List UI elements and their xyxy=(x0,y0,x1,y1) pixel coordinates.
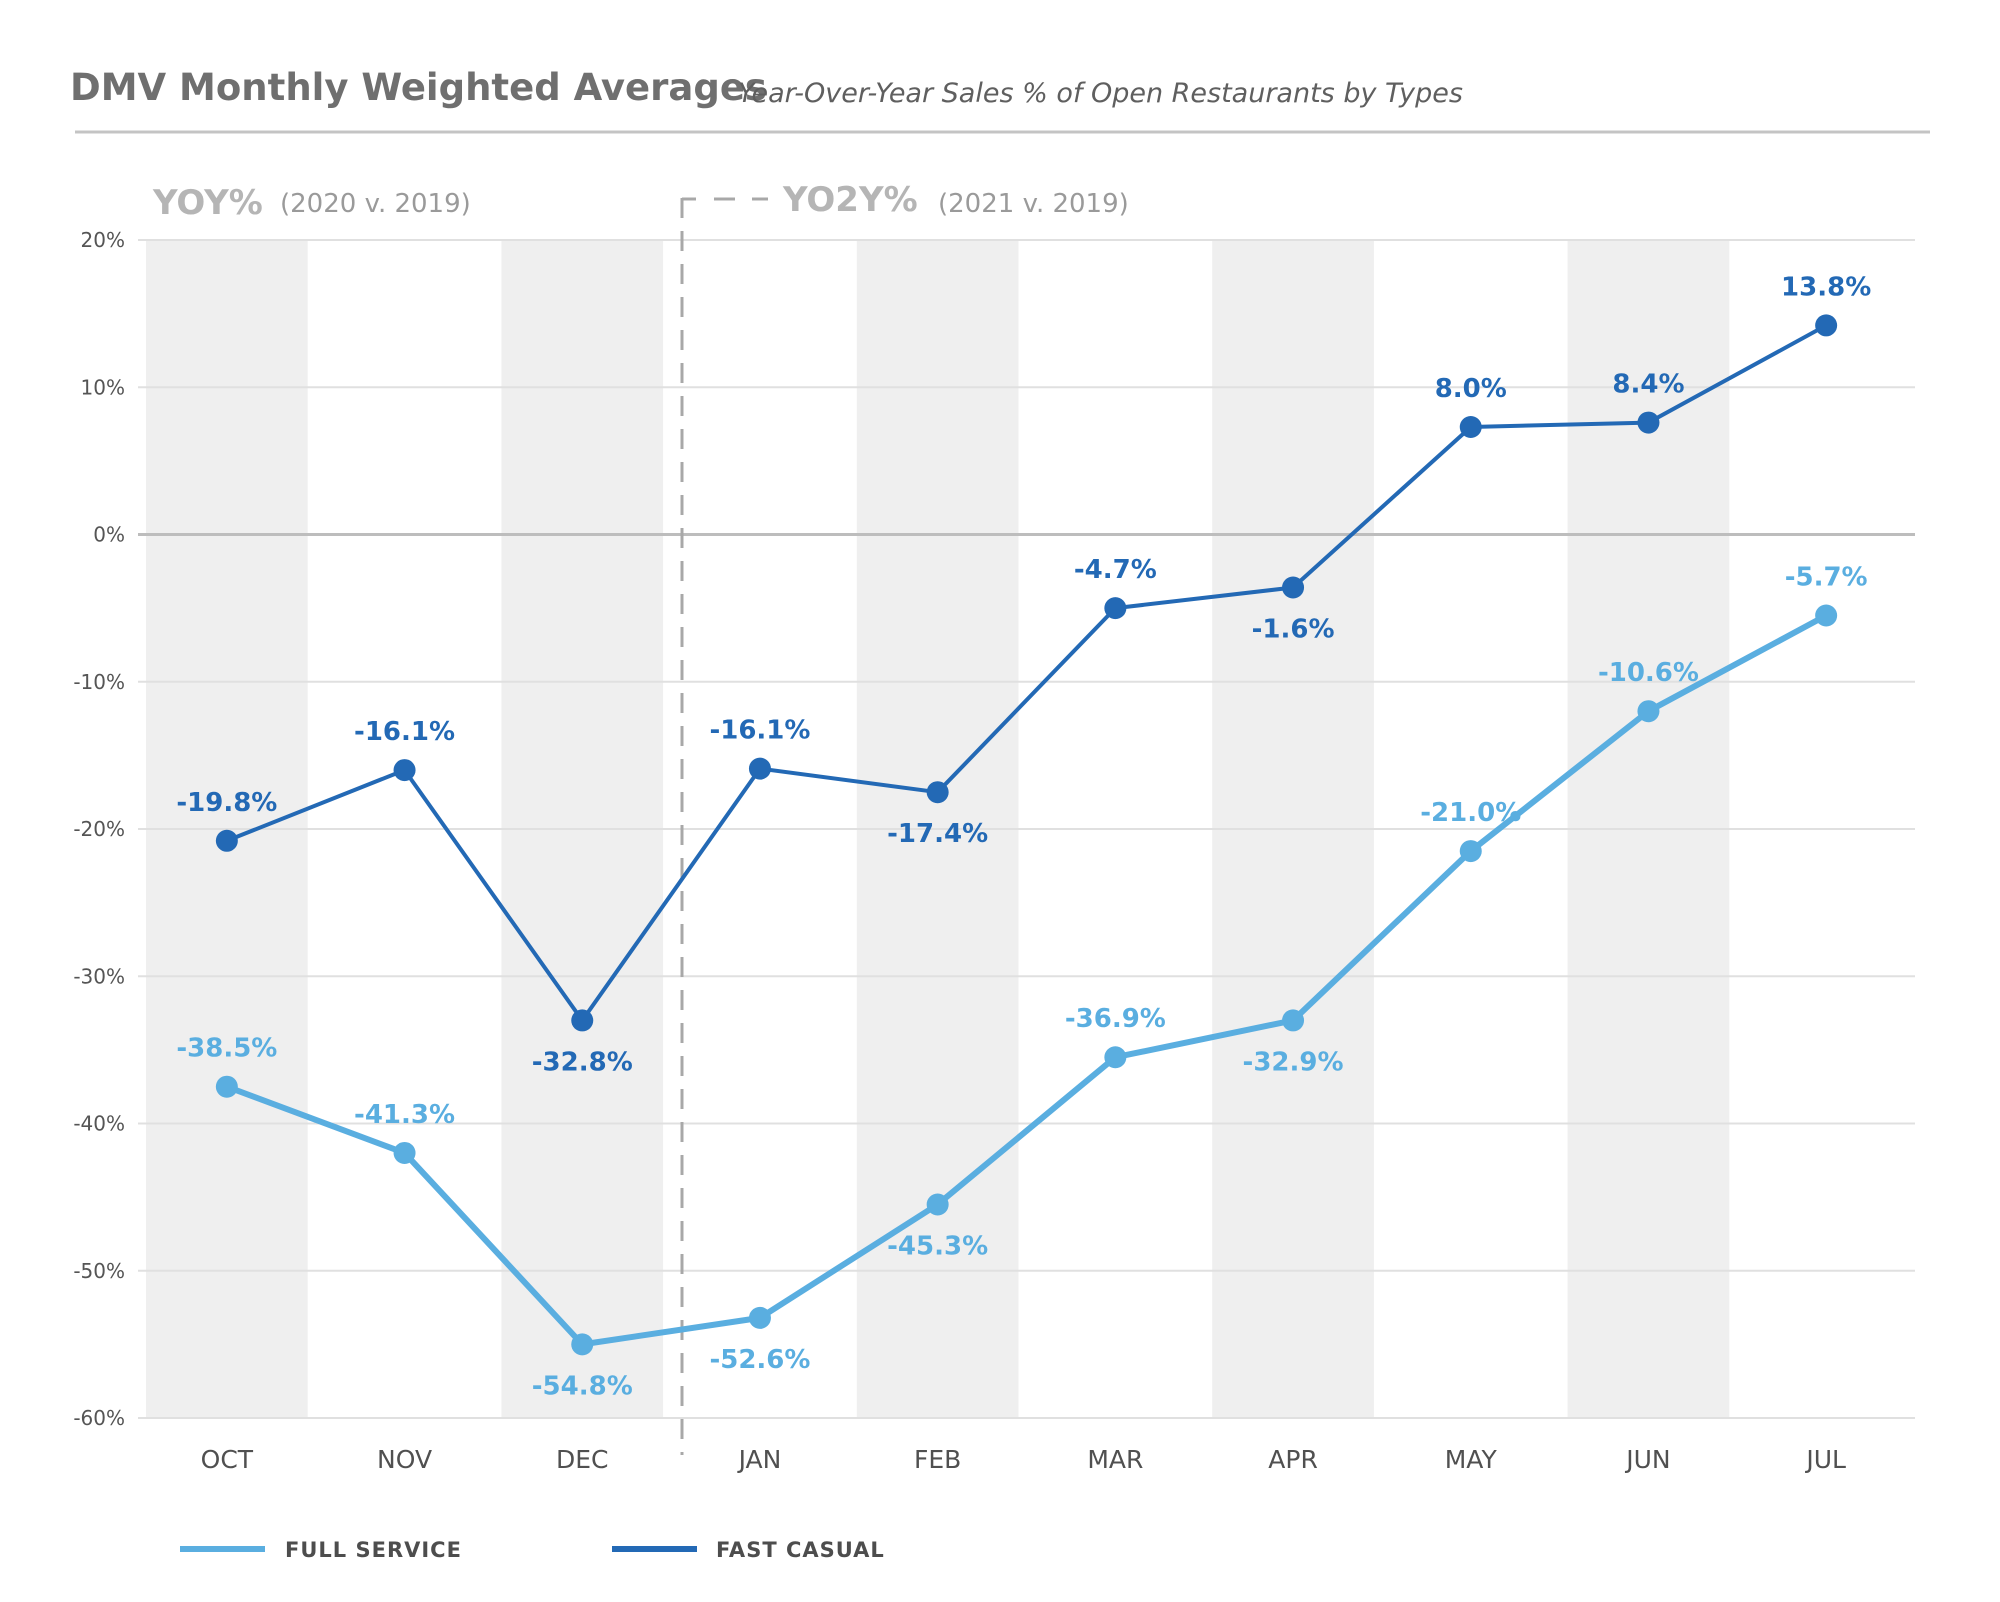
point-full-service xyxy=(1282,1009,1305,1032)
x-tick-label: OCT xyxy=(201,1445,254,1474)
point-fast-casual xyxy=(1637,411,1660,434)
point-fast-casual xyxy=(393,759,416,782)
point-full-service xyxy=(1637,700,1660,723)
label-fast-casual: -16.1% xyxy=(709,716,810,746)
label-fast-casual: -4.7% xyxy=(1074,555,1157,585)
y-tick-label: -40% xyxy=(73,1112,125,1136)
label-fast-casual: 8.0% xyxy=(1435,374,1507,404)
y-tick-label: -30% xyxy=(73,964,125,988)
point-full-service xyxy=(1815,604,1838,627)
label-full-service: -36.9% xyxy=(1065,1004,1166,1034)
point-full-service xyxy=(1459,840,1482,863)
point-fast-casual xyxy=(926,781,949,804)
label-fast-casual: 13.8% xyxy=(1781,272,1871,302)
label-fast-casual: -32.8% xyxy=(532,1047,633,1077)
point-fast-casual xyxy=(215,829,238,852)
legend-fast-casual-label: FAST CASUAL xyxy=(716,1538,885,1562)
label-full-service: -38.5% xyxy=(176,1034,277,1064)
label-fast-casual: -1.6% xyxy=(1252,615,1335,645)
point-full-service xyxy=(748,1306,771,1329)
label-full-service: -45.3% xyxy=(887,1231,988,1261)
label-full-service: -41.3% xyxy=(354,1100,455,1130)
y-tick-label: -50% xyxy=(73,1259,125,1283)
label-full-service: -52.6% xyxy=(709,1345,810,1375)
label-full-service: -10.6% xyxy=(1598,658,1699,688)
period-yoy-years: (2020 v. 2019) xyxy=(280,189,471,219)
point-fast-casual xyxy=(1104,597,1127,620)
x-tick-label: NOV xyxy=(377,1445,432,1474)
x-tick-label: MAY xyxy=(1445,1445,1498,1474)
y-tick-label: 10% xyxy=(81,375,125,399)
y-axis-ticks: 20% 10% 0% -10% -20% -30% -40% -50% -60% xyxy=(73,228,125,1430)
y-tick-label: 0% xyxy=(93,523,125,547)
label-full-service: -21.0% xyxy=(1420,798,1521,828)
chart-subtitle: Year-Over-Year Sales % of Open Restauran… xyxy=(738,78,1463,109)
x-tick-label: FEB xyxy=(914,1445,961,1474)
x-tick-label: MAR xyxy=(1087,1445,1143,1474)
label-full-service: -54.8% xyxy=(532,1371,633,1401)
label-fast-casual: -19.8% xyxy=(176,788,277,818)
y-tick-label: -60% xyxy=(73,1406,125,1430)
x-tick-label: JAN xyxy=(737,1445,782,1474)
x-tick-label: JUL xyxy=(1804,1445,1846,1474)
x-tick-label: DEC xyxy=(556,1445,609,1474)
point-full-service xyxy=(215,1075,238,1098)
label-fast-casual: -17.4% xyxy=(887,819,988,849)
legend: FULL SERVICE FAST CASUAL xyxy=(180,1538,885,1562)
legend-full-service-label: FULL SERVICE xyxy=(285,1538,462,1562)
point-full-service xyxy=(393,1141,416,1164)
y-tick-label: 20% xyxy=(81,228,125,252)
period-yoy-label: YOY% xyxy=(152,183,263,223)
gridlines xyxy=(138,239,1915,1419)
series-line-fast-casual xyxy=(226,323,1828,1023)
point-fast-casual xyxy=(1282,576,1305,599)
label-full-service: -5.7% xyxy=(1785,562,1868,592)
point-full-service xyxy=(1104,1046,1127,1069)
label-full-service: -32.9% xyxy=(1243,1047,1344,1077)
data-labels: -38.5% -41.3% -54.8% -52.6% -45.3% -36.9% -32.… xyxy=(176,272,1871,1401)
label-fast-casual: -16.1% xyxy=(354,717,455,747)
point-fast-casual xyxy=(1815,314,1838,337)
point-fast-casual xyxy=(748,757,771,780)
x-tick-label: APR xyxy=(1268,1445,1318,1474)
y-tick-label: -20% xyxy=(73,817,125,841)
point-fast-casual xyxy=(571,1009,594,1032)
x-axis-ticks: OCT NOV DEC JAN FEB MAR APR MAY JUN JUL xyxy=(201,1445,1846,1474)
chart-title: DMV Monthly Weighted Averages xyxy=(70,66,767,109)
y-tick-label: -10% xyxy=(73,670,125,694)
label-fast-casual: 8.4% xyxy=(1612,370,1684,400)
period-yo2y-years: (2021 v. 2019) xyxy=(938,189,1129,219)
series-layer xyxy=(215,314,1838,1356)
point-full-service xyxy=(926,1193,949,1216)
point-fast-casual xyxy=(1459,416,1482,439)
series-line-full-service xyxy=(225,612,1828,1348)
x-tick-label: JUN xyxy=(1624,1445,1670,1474)
period-yo2y-label: YO2Y% xyxy=(782,180,918,220)
point-full-service xyxy=(571,1333,594,1356)
